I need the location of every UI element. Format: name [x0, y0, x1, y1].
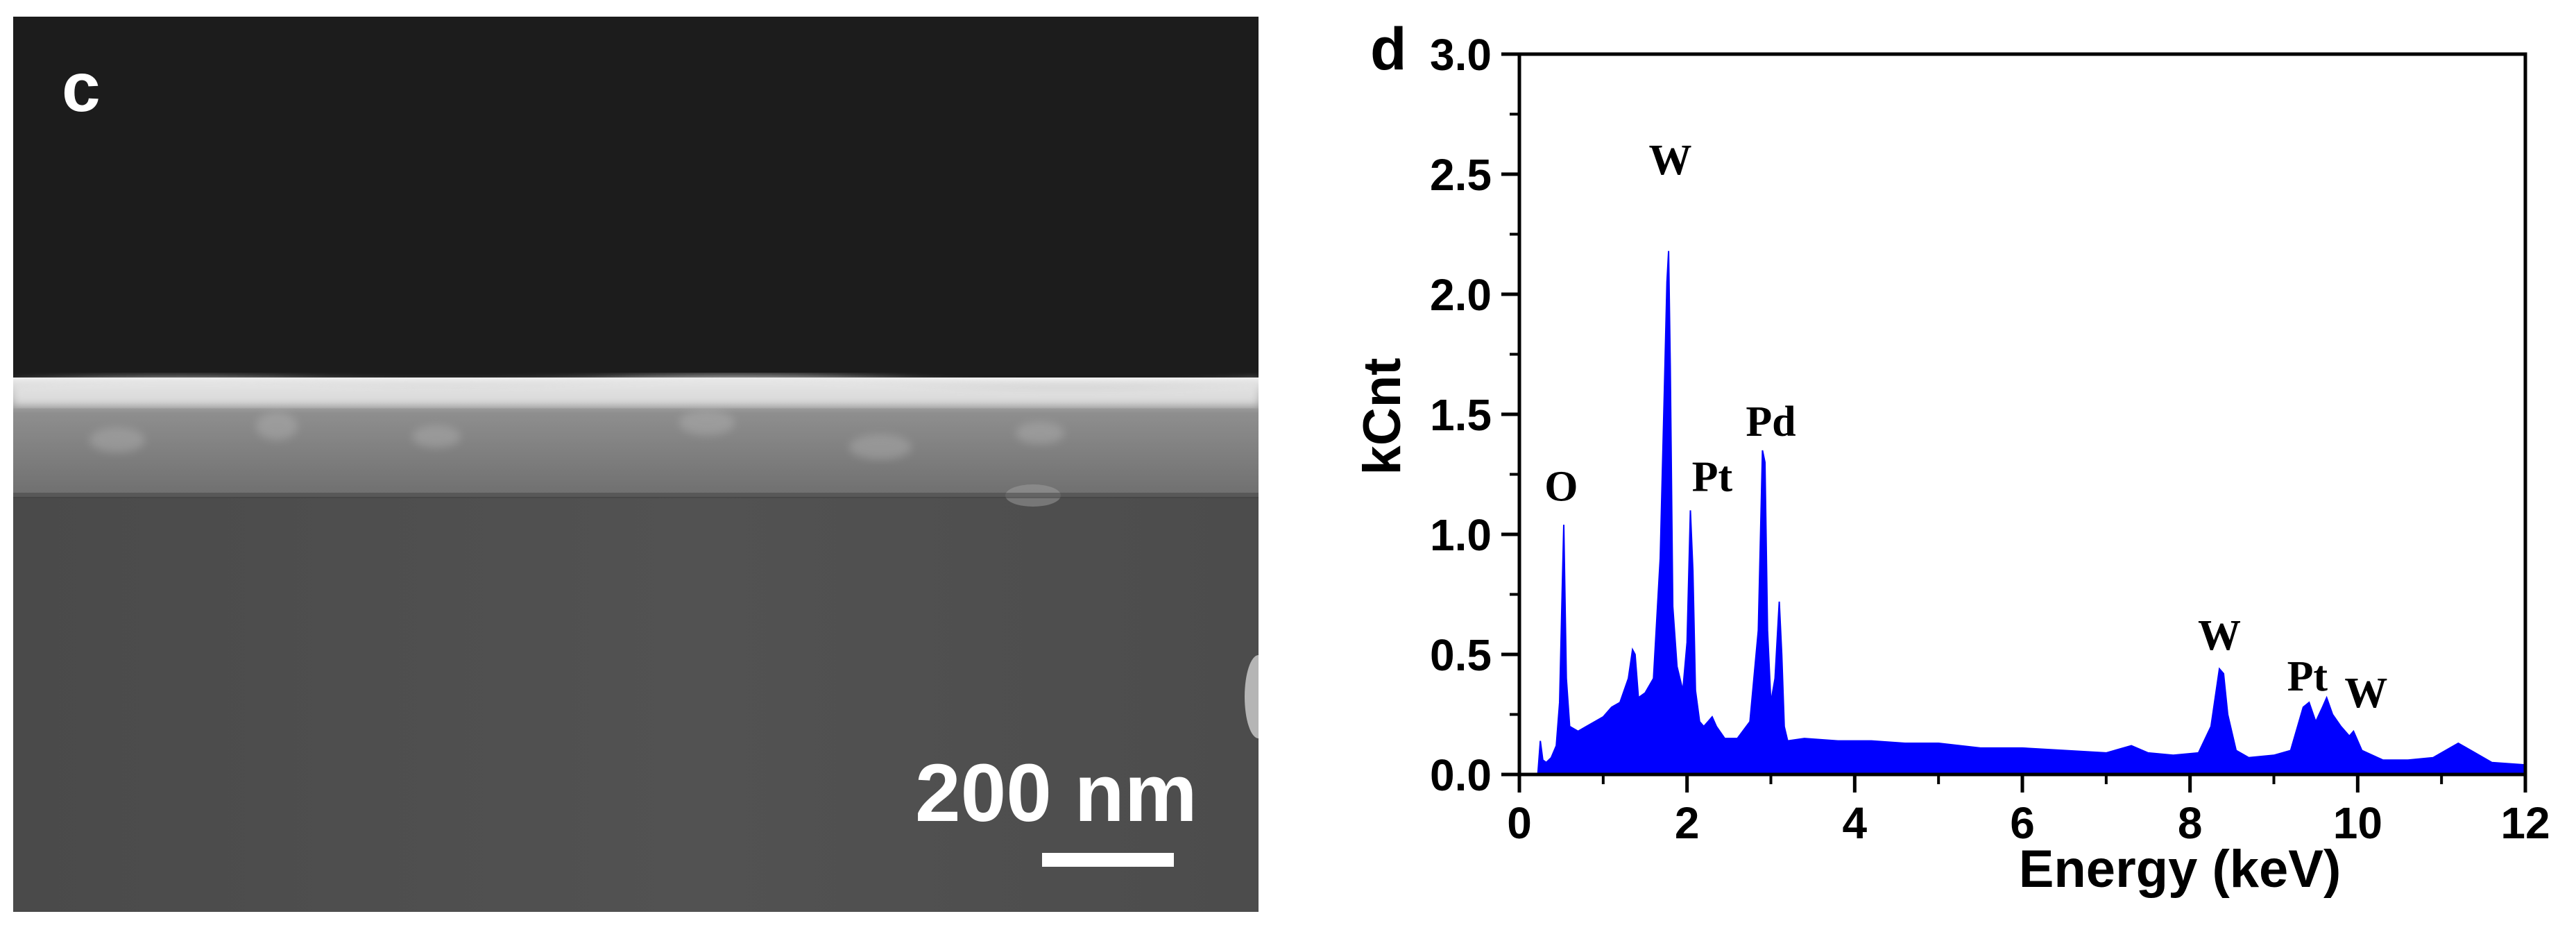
panel-label-c: c [62, 49, 101, 126]
peak-label: Pt [2287, 653, 2328, 700]
y-tick-label: 0.0 [1430, 750, 1492, 800]
peak-label: Pt [1692, 454, 1733, 501]
x-tick-label: 0 [1507, 798, 1532, 848]
sem-micrograph-image [13, 17, 1259, 912]
panel-label-d: d [1370, 16, 1407, 83]
x-tick-label: 4 [1843, 798, 1868, 848]
y-tick-label: 3.0 [1430, 30, 1492, 80]
y-tick-label: 0.5 [1430, 630, 1492, 680]
x-tick-label: 12 [2500, 798, 2550, 848]
peak-label: W [1649, 137, 1692, 184]
plot-area: 0 2 4 6 8 10 12 0.0 0.5 1.0 1.5 2.0 2.5 3.0 O W Pt Pd W Pt W [1430, 30, 2550, 848]
eds-spectrum-chart: d 0 2 4 6 8 10 120.00.51.01.52.02.53.0OWPtPdWP… [1353, 16, 2550, 899]
y-tick-label: 1.0 [1430, 510, 1492, 560]
x-tick-label: 8 [2178, 798, 2203, 848]
spectrum-series-area [1537, 251, 2526, 775]
sem-micrograph-panel: c 200 nm [13, 17, 1259, 912]
y-axis-label: kCnt [1353, 358, 1412, 475]
peak-label: Pd [1746, 398, 1795, 446]
x-axis-label: Energy (keV) [2019, 840, 2342, 899]
y-tick-label: 1.5 [1430, 390, 1492, 440]
x-tick-label: 10 [2333, 798, 2382, 848]
x-tick-label: 6 [2010, 798, 2035, 848]
peak-label: W [2344, 670, 2387, 717]
peak-label: W [2198, 612, 2241, 659]
y-tick-label: 2.5 [1430, 150, 1492, 200]
y-tick-label: 2.0 [1430, 270, 1492, 320]
scale-bar [1042, 853, 1174, 867]
peak-label: O [1544, 464, 1578, 511]
eds-spectrum-panel: d 0 2 4 6 8 10 12 0.0 0.5 1.0 1.5 2.0 2.5 3.0 O W Pt Pd W P… [1318, 0, 2576, 932]
x-tick-label: 2 [1675, 798, 1700, 848]
scale-bar-label: 200 nm [915, 747, 1197, 839]
